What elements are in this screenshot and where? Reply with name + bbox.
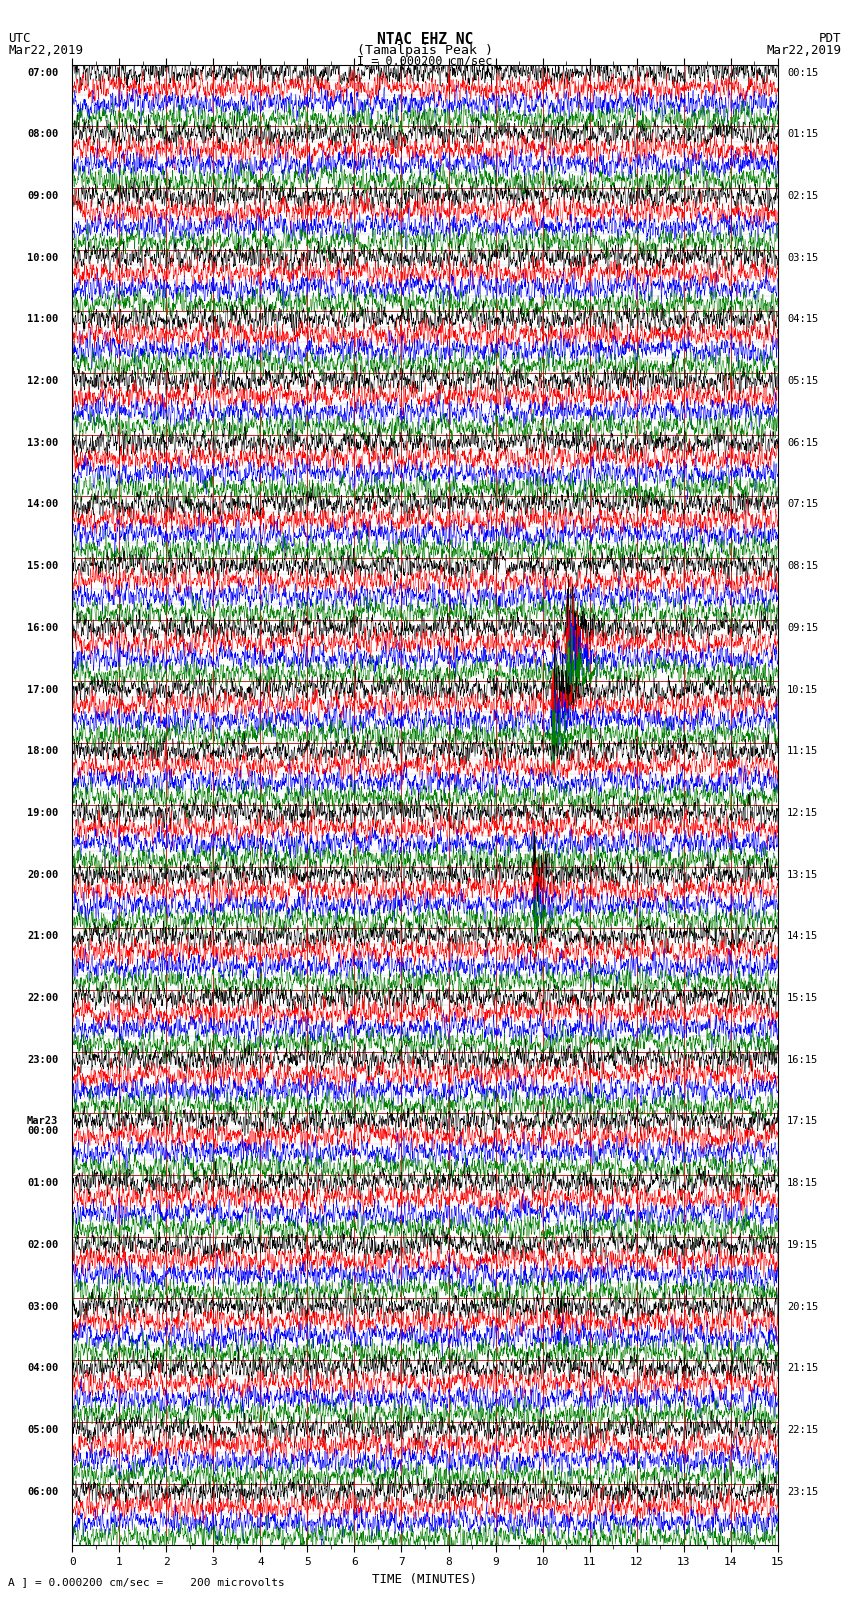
Text: 19:00: 19:00 <box>27 808 58 818</box>
Text: 17:15: 17:15 <box>787 1116 819 1126</box>
Text: 09:00: 09:00 <box>27 190 58 202</box>
Text: 01:00: 01:00 <box>27 1177 58 1189</box>
Text: 00:15: 00:15 <box>787 68 819 77</box>
Text: I = 0.000200 cm/sec: I = 0.000200 cm/sec <box>357 55 493 68</box>
Text: 11:00: 11:00 <box>27 315 58 324</box>
Text: 21:00: 21:00 <box>27 931 58 942</box>
Text: 03:15: 03:15 <box>787 253 819 263</box>
Text: 11:15: 11:15 <box>787 747 819 756</box>
Text: Mar22,2019: Mar22,2019 <box>8 44 83 56</box>
Text: 12:15: 12:15 <box>787 808 819 818</box>
Text: A ] = 0.000200 cm/sec =    200 microvolts: A ] = 0.000200 cm/sec = 200 microvolts <box>8 1578 286 1587</box>
Text: 22:15: 22:15 <box>787 1424 819 1436</box>
Text: 14:15: 14:15 <box>787 931 819 942</box>
Text: 22:00: 22:00 <box>27 994 58 1003</box>
Text: 18:15: 18:15 <box>787 1177 819 1189</box>
Text: 07:15: 07:15 <box>787 500 819 510</box>
Text: 07:00: 07:00 <box>27 68 58 77</box>
Text: 09:15: 09:15 <box>787 623 819 632</box>
Text: 16:00: 16:00 <box>27 623 58 632</box>
Text: 06:00: 06:00 <box>27 1487 58 1497</box>
Text: 08:00: 08:00 <box>27 129 58 139</box>
Text: 02:15: 02:15 <box>787 190 819 202</box>
Text: 18:00: 18:00 <box>27 747 58 756</box>
Text: 05:15: 05:15 <box>787 376 819 386</box>
Text: 13:15: 13:15 <box>787 869 819 879</box>
Text: 05:00: 05:00 <box>27 1424 58 1436</box>
Text: 04:00: 04:00 <box>27 1363 58 1373</box>
Text: (Tamalpais Peak ): (Tamalpais Peak ) <box>357 44 493 56</box>
Text: Mar23: Mar23 <box>27 1116 58 1126</box>
Text: 17:00: 17:00 <box>27 684 58 695</box>
Text: 03:00: 03:00 <box>27 1302 58 1311</box>
Text: 21:15: 21:15 <box>787 1363 819 1373</box>
Text: 15:15: 15:15 <box>787 994 819 1003</box>
Text: 19:15: 19:15 <box>787 1240 819 1250</box>
Text: 13:00: 13:00 <box>27 437 58 448</box>
Text: 16:15: 16:15 <box>787 1055 819 1065</box>
Text: 14:00: 14:00 <box>27 500 58 510</box>
Text: Mar22,2019: Mar22,2019 <box>767 44 842 56</box>
Text: NTAC EHZ NC: NTAC EHZ NC <box>377 32 473 47</box>
Text: 10:00: 10:00 <box>27 253 58 263</box>
Text: PDT: PDT <box>819 32 842 45</box>
Text: 23:15: 23:15 <box>787 1487 819 1497</box>
Text: 08:15: 08:15 <box>787 561 819 571</box>
Text: 20:15: 20:15 <box>787 1302 819 1311</box>
Text: 02:00: 02:00 <box>27 1240 58 1250</box>
Text: 12:00: 12:00 <box>27 376 58 386</box>
Text: 10:15: 10:15 <box>787 684 819 695</box>
Text: UTC: UTC <box>8 32 31 45</box>
X-axis label: TIME (MINUTES): TIME (MINUTES) <box>372 1573 478 1586</box>
Text: 04:15: 04:15 <box>787 315 819 324</box>
Text: 20:00: 20:00 <box>27 869 58 879</box>
Text: 06:15: 06:15 <box>787 437 819 448</box>
Text: 01:15: 01:15 <box>787 129 819 139</box>
Text: 23:00: 23:00 <box>27 1055 58 1065</box>
Text: 00:00: 00:00 <box>27 1126 58 1136</box>
Text: 15:00: 15:00 <box>27 561 58 571</box>
